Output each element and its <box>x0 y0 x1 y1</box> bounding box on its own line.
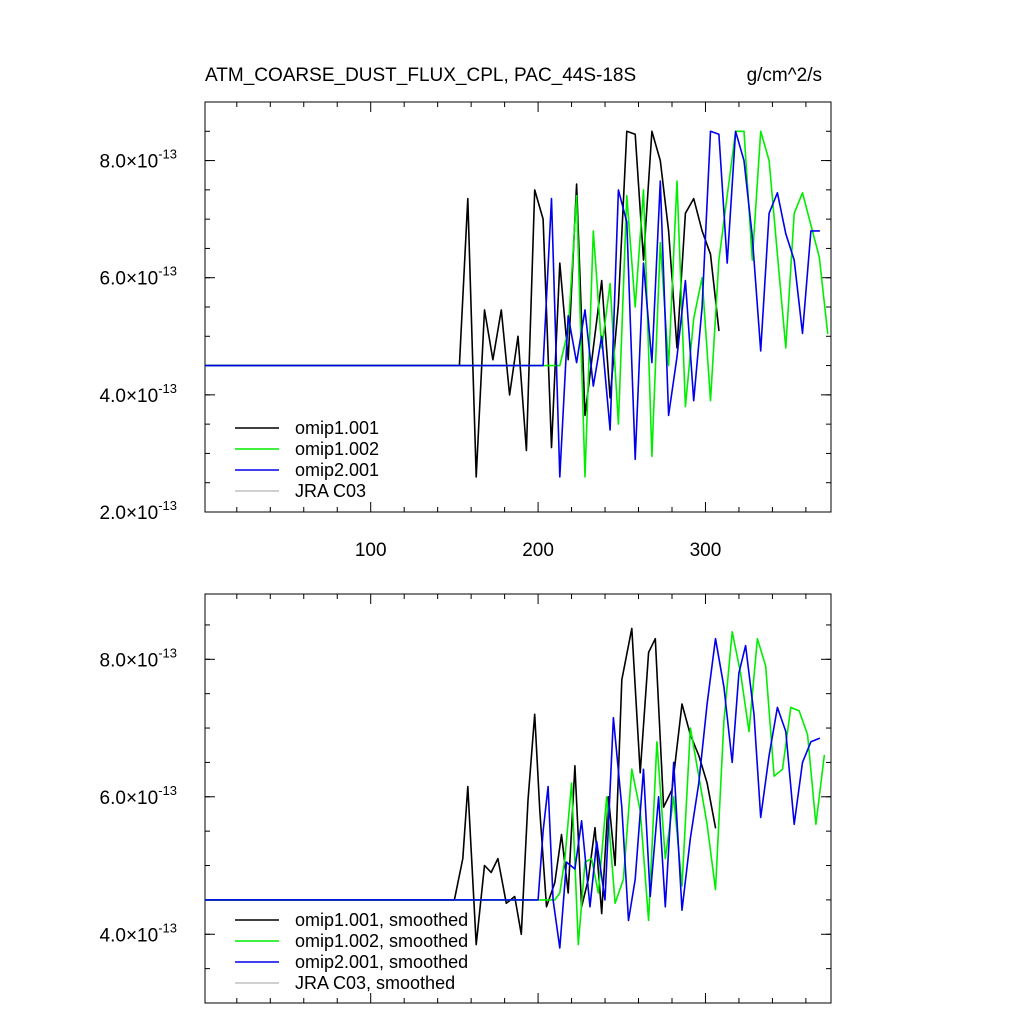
legend-label: JRA C03, smoothed <box>295 973 455 993</box>
chart-title: ATM_COARSE_DUST_FLUX_CPL, PAC_44S-18S <box>205 65 636 86</box>
top-panel: 100 200 300 2.0×10-13 4.0×10-13 6.0×10-13 8.0×… <box>100 101 832 561</box>
legend-label: JRA C03 <box>295 481 366 501</box>
x-tick-label: 300 <box>690 540 722 561</box>
series-group <box>205 130 829 478</box>
series-line-omip2-001 <box>205 130 821 478</box>
plot-frame <box>204 593 832 1004</box>
legend-label: omip2.001, smoothed <box>295 952 468 972</box>
x-tick-label: 200 <box>522 540 554 561</box>
bottom-panel: 4.0×10-13 6.0×10-13 8.0×10-13 omip1.001, sm… <box>100 593 832 1004</box>
legend-label: omip1.001, smoothed <box>295 910 468 930</box>
series-group <box>205 627 826 949</box>
series-line-omip1-001-smoothed <box>205 627 717 946</box>
y-tick-label: 8.0×10-13 <box>100 645 177 671</box>
y-tick-label: 4.0×10-13 <box>100 381 177 407</box>
series-line-omip2-001-smoothed <box>205 637 821 949</box>
x-tick-label: 100 <box>355 540 387 561</box>
series-line-omip1-001 <box>205 130 720 478</box>
y-tick-label: 2.0×10-13 <box>100 498 177 524</box>
y-tick-label: 6.0×10-13 <box>100 264 177 290</box>
legend-label: omip1.001 <box>295 418 379 438</box>
y-tick-label: 6.0×10-13 <box>100 783 177 809</box>
y-tick-label: 8.0×10-13 <box>100 147 177 173</box>
chart-units: g/cm^2/s <box>747 65 822 86</box>
y-tick-label: 4.0×10-13 <box>100 920 177 946</box>
legend-label: omip1.002, smoothed <box>295 931 468 951</box>
legend-label: omip2.001 <box>295 460 379 480</box>
legend-label: omip1.002 <box>295 439 379 459</box>
series-line-omip1-002 <box>205 130 829 478</box>
